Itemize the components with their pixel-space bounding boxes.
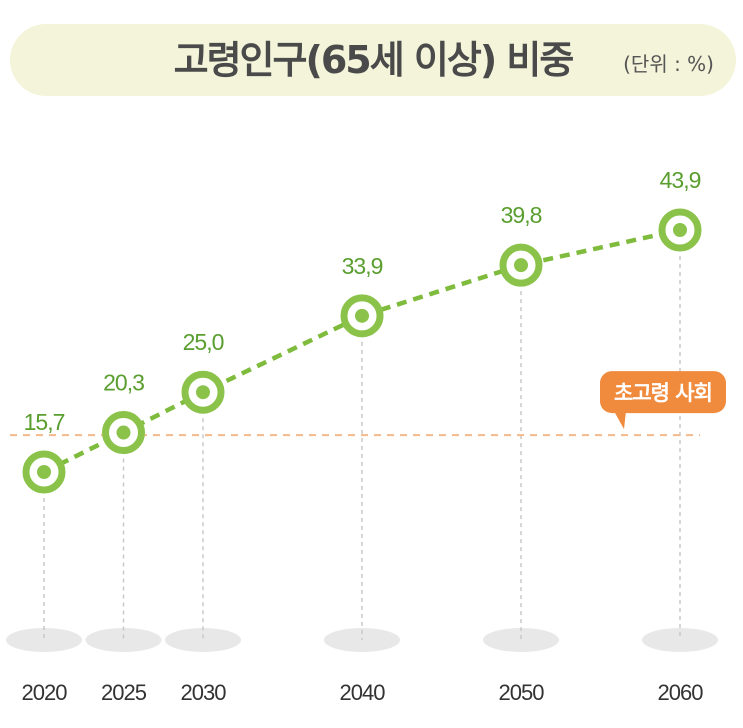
x-tick-label: 2040 bbox=[340, 680, 386, 705]
x-tick-label: 2050 bbox=[499, 680, 545, 705]
data-label: 39,8 bbox=[501, 202, 542, 228]
ground-shadow bbox=[85, 628, 162, 652]
data-label: 25,0 bbox=[183, 329, 224, 355]
data-label: 33,9 bbox=[342, 253, 383, 279]
data-point-center bbox=[514, 258, 528, 273]
ground-shadow bbox=[6, 628, 82, 652]
threshold-callout bbox=[600, 371, 726, 414]
data-point-center bbox=[116, 425, 131, 440]
data-point-center bbox=[196, 385, 210, 400]
data-point-center bbox=[355, 308, 369, 323]
threshold-callout-pointer bbox=[614, 411, 626, 430]
x-tick-label: 2060 bbox=[658, 680, 704, 705]
data-point-center bbox=[673, 223, 687, 237]
data-label: 20,3 bbox=[103, 370, 144, 396]
x-tick-label: 2030 bbox=[181, 680, 227, 705]
threshold-label: 초고령 사회 bbox=[614, 381, 712, 405]
title-bar: 고령인구(65세 이상) 비중 (단위 : %) bbox=[10, 24, 736, 96]
unit-label: (단위 : %) bbox=[623, 52, 714, 76]
ground-shadow bbox=[483, 628, 559, 652]
ground-shadow bbox=[642, 628, 718, 652]
data-label: 43,9 bbox=[660, 167, 701, 193]
chart-title: 고령인구(65세 이상) 비중 bbox=[173, 38, 575, 82]
data-point-center bbox=[37, 465, 51, 479]
x-tick-label: 2020 bbox=[22, 680, 68, 705]
ground-shadow bbox=[165, 628, 241, 652]
x-tick-label: 2025 bbox=[101, 680, 147, 705]
data-label: 15,7 bbox=[24, 409, 65, 435]
